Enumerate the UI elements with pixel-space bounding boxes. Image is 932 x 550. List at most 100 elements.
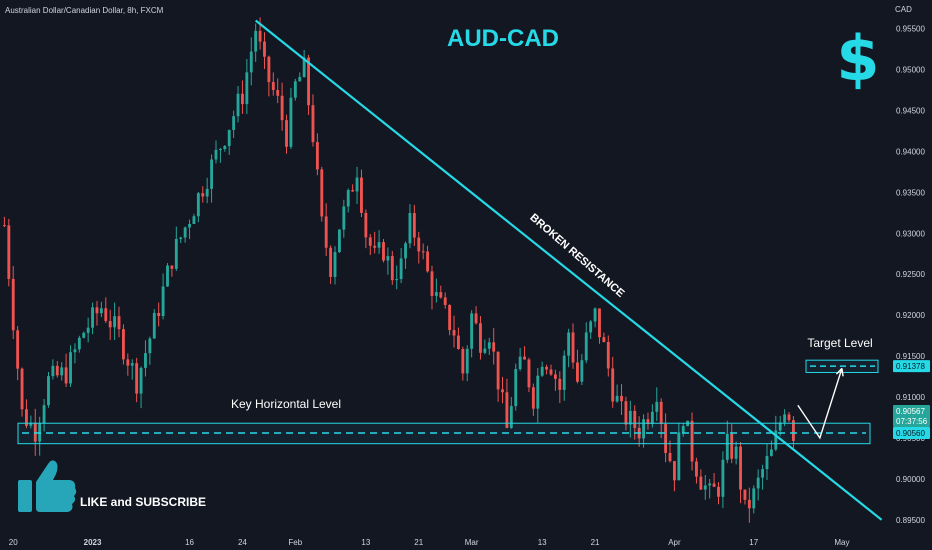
candle: [456, 327, 460, 350]
symbol-line: Australian Dollar/Canadian Dollar, 8h, F…: [5, 6, 164, 15]
price-tick-label: 0.95000: [896, 66, 925, 75]
like-subscribe-cta[interactable]: LIKE and SUBSCRIBE: [80, 495, 206, 509]
dollar-sign-icon: $: [836, 22, 879, 95]
price-tick-label: 0.92000: [896, 311, 925, 320]
candle: [677, 422, 681, 481]
current-price-badge-bg: [893, 405, 930, 428]
candle: [430, 265, 434, 310]
candle: [646, 412, 650, 430]
candle: [99, 301, 103, 318]
candle: [452, 315, 456, 348]
candle: [708, 479, 712, 499]
candle: [589, 319, 593, 340]
candle: [73, 343, 77, 364]
candle: [725, 420, 729, 464]
candle: [333, 246, 337, 285]
candle: [404, 241, 407, 269]
candle: [179, 236, 183, 244]
candle: [16, 326, 20, 381]
candle-countdown: 07:37:56: [896, 417, 928, 426]
candle: [598, 308, 601, 344]
price-tick-label: 0.92500: [896, 270, 925, 279]
candle: [624, 396, 628, 431]
candle: [42, 398, 46, 432]
price-tick-label: 0.94500: [896, 107, 925, 116]
candle: [174, 226, 178, 271]
candle: [280, 82, 284, 131]
candle: [254, 23, 258, 62]
candle: [201, 186, 205, 203]
candle: [364, 209, 368, 249]
candle: [633, 405, 637, 440]
svg-text:$: $: [836, 22, 879, 95]
candle: [188, 219, 191, 240]
candle: [571, 323, 575, 369]
candle: [241, 80, 244, 114]
price-axis[interactable]: 0.95500 0.95000 0.94500 0.94000 0.93500 0.930…: [893, 25, 930, 525]
time-tick-label: Apr: [668, 538, 681, 547]
candle: [443, 292, 447, 309]
time-axis[interactable]: 20 2023 16 24 Feb 13 21 Mar 13 21 Apr 17 May: [9, 538, 850, 547]
candle: [721, 451, 725, 509]
candle: [337, 229, 341, 254]
candle: [108, 309, 112, 340]
candle: [492, 328, 496, 365]
candle: [681, 423, 685, 437]
candle: [620, 384, 623, 415]
candle: [289, 87, 293, 150]
candle: [690, 412, 694, 471]
candle: [470, 310, 474, 358]
candle: [545, 364, 549, 375]
candle: [205, 177, 209, 204]
candle: [157, 302, 161, 327]
key-price-badge-bg: [893, 427, 930, 440]
candle: [64, 353, 68, 387]
candle: [223, 144, 227, 152]
candle: [659, 398, 663, 439]
candle: [514, 363, 518, 411]
candle: [448, 304, 452, 336]
candle: [703, 474, 707, 500]
price-tick-label: 0.93500: [896, 188, 925, 197]
candle: [263, 32, 266, 69]
candle: [170, 265, 174, 277]
candle: [483, 339, 487, 355]
candle: [558, 371, 562, 404]
candle: [166, 263, 169, 287]
candle: [29, 415, 33, 429]
candle: [408, 204, 412, 249]
candle: [55, 361, 59, 378]
price-tick-label: 0.95500: [896, 25, 925, 34]
candle: [606, 335, 610, 377]
candle: [593, 307, 597, 328]
candle: [82, 331, 86, 339]
candle: [465, 345, 469, 382]
candle: [148, 336, 152, 365]
candle: [615, 384, 619, 403]
candle: [611, 356, 615, 408]
candle: [487, 337, 491, 356]
time-tick-label: 13: [538, 538, 547, 547]
candle: [553, 369, 557, 391]
candle: [355, 166, 359, 204]
time-tick-label: May: [834, 538, 849, 547]
candle: [386, 247, 390, 275]
candle: [298, 72, 302, 82]
candle: [126, 353, 130, 376]
price-tick-label: 0.90000: [896, 475, 925, 484]
candle: [329, 245, 333, 285]
candle: [7, 218, 11, 287]
candle: [761, 464, 765, 490]
target-price-badge: 0.91378: [896, 362, 925, 371]
candle: [139, 366, 143, 409]
candle: [527, 357, 531, 393]
candle: [113, 302, 117, 340]
candle: [747, 487, 751, 523]
price-tick-label: 0.89500: [896, 516, 925, 525]
candle: [536, 367, 540, 423]
candle: [245, 58, 249, 115]
candle: [695, 457, 698, 484]
candle: [655, 387, 659, 422]
projection-path: [797, 368, 843, 440]
